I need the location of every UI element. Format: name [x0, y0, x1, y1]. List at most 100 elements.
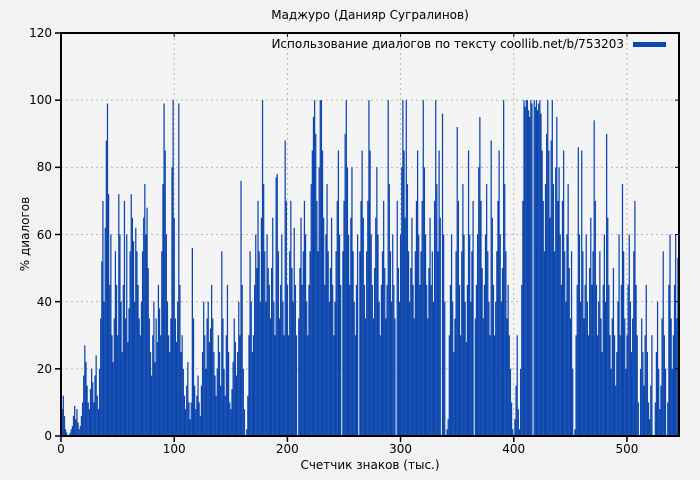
impulse-bar [453, 352, 455, 436]
impulse-bar [315, 133, 317, 436]
impulse-bar [204, 335, 206, 436]
impulse-bar [222, 318, 224, 436]
impulse-bar [368, 100, 370, 437]
impulse-bar [626, 335, 628, 436]
impulse-bar [344, 133, 346, 436]
impulse-bar [503, 100, 505, 437]
impulse-bar [427, 318, 429, 436]
impulse-bar [237, 352, 239, 436]
impulse-bar [370, 234, 372, 436]
impulse-bar [120, 301, 122, 436]
impulse-bar [101, 261, 103, 436]
impulse-bar [632, 318, 634, 436]
impulse-bar [575, 335, 577, 436]
x-axis-label: Счетчик знаков (тыс.) [300, 458, 440, 472]
impulse-bar [421, 200, 423, 436]
impulse-bar [495, 301, 497, 436]
impulse-bar [658, 368, 660, 436]
impulse-bar [131, 217, 134, 436]
impulse-bar [565, 301, 567, 436]
impulse-bar [191, 247, 193, 436]
impulse-bar [516, 335, 518, 436]
impulse-bar [669, 234, 671, 436]
impulse-bar [259, 301, 261, 436]
impulse-bar [281, 234, 283, 436]
impulse-bar [309, 251, 311, 436]
impulse-bar [274, 335, 276, 436]
impulse-bar [642, 352, 644, 436]
impulse-bar [265, 301, 267, 436]
impulse-bar [543, 251, 546, 436]
impulse-bar [200, 385, 203, 436]
impulse-bar [606, 133, 608, 436]
impulse-bar [612, 268, 615, 436]
impulse-bar [175, 341, 178, 436]
impulse-bar [247, 395, 249, 436]
impulse-bar [117, 335, 119, 436]
impulse-bar [515, 385, 517, 436]
impulse-bar [414, 251, 416, 436]
impulse-bar [620, 284, 622, 436]
impulse-bar [122, 284, 124, 436]
impulse-bar [602, 284, 604, 436]
impulse-bar [628, 234, 630, 436]
y-tick-label: 60 [36, 227, 52, 242]
impulse-bar [465, 341, 467, 436]
impulse-bar [570, 251, 573, 436]
impulse-bar [148, 318, 150, 436]
impulse-bar [599, 251, 601, 436]
impulse-bar [62, 395, 64, 436]
impulse-bar [104, 227, 106, 436]
impulse-bar [241, 284, 243, 436]
impulse-bar [407, 251, 410, 436]
impulse-bar [136, 251, 138, 436]
impulse-bar [109, 284, 111, 436]
impulse-bar [91, 368, 93, 436]
impulse-bar [380, 284, 383, 436]
impulse-bar [318, 167, 320, 437]
impulse-bar [594, 200, 596, 436]
impulse-bar [76, 409, 78, 436]
impulse-bar [559, 234, 561, 436]
impulse-bar [106, 103, 109, 437]
impulse-bar [438, 150, 440, 436]
impulse-bar [499, 234, 501, 436]
impulse-bar [582, 251, 584, 436]
impulse-bar [394, 318, 396, 436]
impulse-bar [299, 268, 301, 436]
impulse-bar [478, 167, 480, 437]
impulse-bar [206, 318, 208, 436]
impulse-bar [334, 301, 336, 436]
impulse-bar [568, 268, 570, 436]
impulse-bar [641, 318, 643, 436]
impulse-bar [141, 251, 144, 436]
impulse-bar [286, 284, 289, 436]
impulse-bar [542, 200, 544, 436]
impulse-bar [149, 352, 152, 436]
impulse-bar [471, 251, 473, 436]
impulse-bar [598, 301, 600, 436]
impulse-bar [643, 385, 645, 436]
impulse-bar [83, 375, 85, 436]
impulse-bar [233, 318, 235, 436]
impulse-bar [145, 234, 147, 436]
impulse-bar [369, 150, 371, 436]
impulse-bar [102, 200, 104, 436]
impulse-bar [615, 385, 617, 436]
impulse-bar [507, 284, 509, 436]
impulse-bar [203, 301, 205, 436]
impulse-bar [343, 200, 345, 436]
impulse-bar [248, 335, 250, 436]
impulse-bar [518, 429, 521, 436]
impulse-bar [319, 100, 321, 437]
impulse-bar [600, 318, 602, 436]
impulse-bar [384, 268, 386, 436]
impulse-bar [301, 284, 303, 436]
impulse-bar [587, 335, 590, 436]
impulse-bar [119, 234, 121, 436]
impulse-bar [351, 167, 353, 437]
impulse-bar [366, 251, 368, 436]
impulse-bar [373, 268, 376, 436]
impulse-bar [212, 318, 214, 436]
impulse-bar [529, 116, 531, 436]
